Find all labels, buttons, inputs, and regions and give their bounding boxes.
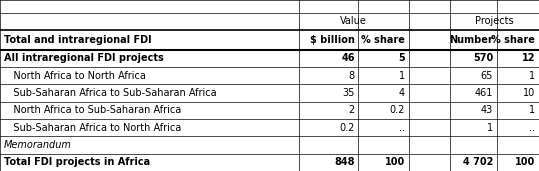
Text: 461: 461 [475,88,493,98]
Text: 35: 35 [342,88,355,98]
Text: Value: Value [341,16,367,27]
Text: North Africa to North Africa: North Africa to North Africa [4,71,146,81]
Text: ..: .. [399,123,405,133]
Text: 46: 46 [341,53,355,63]
Text: 848: 848 [334,157,355,167]
Text: North Africa to Sub-Saharan Africa: North Africa to Sub-Saharan Africa [4,105,181,115]
Text: 4 702: 4 702 [463,157,493,167]
Text: Sub-Saharan Africa to Sub-Saharan Africa: Sub-Saharan Africa to Sub-Saharan Africa [4,88,216,98]
Text: $ billion: $ billion [310,35,355,45]
Text: Memorandum: Memorandum [4,140,72,150]
Text: Projects: Projects [475,16,514,27]
Text: 100: 100 [515,157,535,167]
Text: 1: 1 [529,105,535,115]
Text: Total and intraregional FDI: Total and intraregional FDI [4,35,151,45]
Text: 1: 1 [399,71,405,81]
Text: 8: 8 [349,71,355,81]
Text: 12: 12 [522,53,535,63]
Text: 10: 10 [523,88,535,98]
Text: 100: 100 [384,157,405,167]
Text: 4: 4 [399,88,405,98]
Text: 1: 1 [487,123,493,133]
Text: 43: 43 [481,105,493,115]
Text: 5: 5 [398,53,405,63]
Text: 570: 570 [473,53,493,63]
Text: ..: .. [529,123,535,133]
Text: 1: 1 [529,71,535,81]
Text: Number: Number [450,35,493,45]
Text: 0.2: 0.2 [339,123,355,133]
Text: 65: 65 [481,71,493,81]
Text: 2: 2 [348,105,355,115]
Text: Sub-Saharan Africa to North Africa: Sub-Saharan Africa to North Africa [4,123,181,133]
Text: % share: % share [492,35,535,45]
Text: % share: % share [361,35,405,45]
Text: 0.2: 0.2 [389,105,405,115]
Text: All intraregional FDI projects: All intraregional FDI projects [4,53,163,63]
Text: Total FDI projects in Africa: Total FDI projects in Africa [4,157,150,167]
